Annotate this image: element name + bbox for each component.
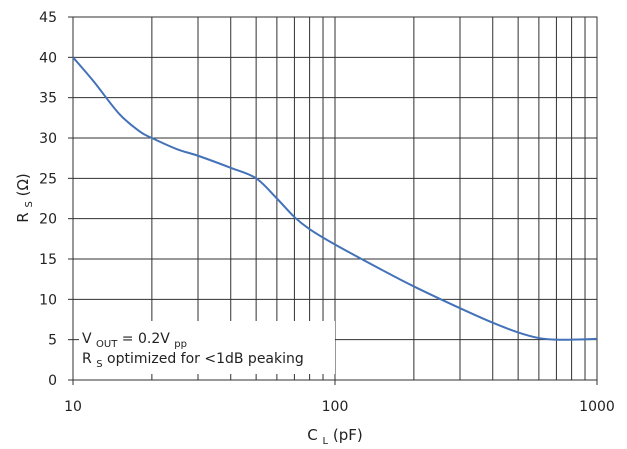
y-tick-label: 25: [39, 171, 57, 187]
y-tick-label: 5: [48, 333, 57, 349]
annotation-v-subscript: OUT: [96, 339, 118, 350]
annotation-line-1: V OUT = 0.2V pp: [82, 331, 187, 351]
x-axis-ticks: 10 100 1000: [64, 380, 615, 415]
y-tick-label: 40: [39, 50, 57, 66]
x-tick-label: 10: [64, 399, 82, 415]
y-tick-label: 35: [39, 91, 57, 107]
y-axis-ticks: 0 5 10 15 20 25 30 35 40 45: [39, 10, 73, 389]
annotation-v-value: = 0.2V: [122, 331, 170, 347]
annotation-r-subscript: S: [96, 359, 102, 370]
y-axis-title-subscript: S: [24, 201, 35, 207]
y-tick-label: 15: [39, 252, 57, 268]
y-tick-label: 45: [39, 10, 57, 26]
x-axis-title-suffix: (pF): [333, 426, 363, 444]
x-tick-label: 1000: [579, 399, 615, 415]
x-axis-title: C L (pF): [307, 426, 362, 448]
y-tick-label: 0: [48, 373, 57, 389]
y-tick-label: 20: [39, 212, 57, 228]
x-axis-title-main: C: [307, 426, 317, 444]
x-tick-label: 100: [322, 399, 349, 415]
y-tick-label: 10: [39, 292, 57, 308]
y-axis-title-main: R: [14, 212, 32, 222]
annotation-box: V OUT = 0.2V pp R S optimized for <1dB p…: [79, 321, 335, 374]
annotation-line-2: R S optimized for <1dB peaking: [82, 351, 304, 371]
y-axis-title-suffix: (Ω): [14, 173, 32, 196]
annotation-v-symbol: V: [82, 331, 92, 347]
annotation-r-symbol: R: [82, 351, 92, 367]
y-tick-label: 30: [39, 131, 57, 147]
series-line-rs-vs-cl: [72, 56, 598, 341]
x-axis-title-subscript: L: [323, 436, 329, 447]
annotation-background: [79, 321, 335, 374]
y-axis-title: R S (Ω): [14, 173, 36, 223]
annotation-r-text: optimized for <1dB peaking: [107, 351, 304, 367]
annotation-v-unit-subscript: pp: [174, 339, 187, 350]
